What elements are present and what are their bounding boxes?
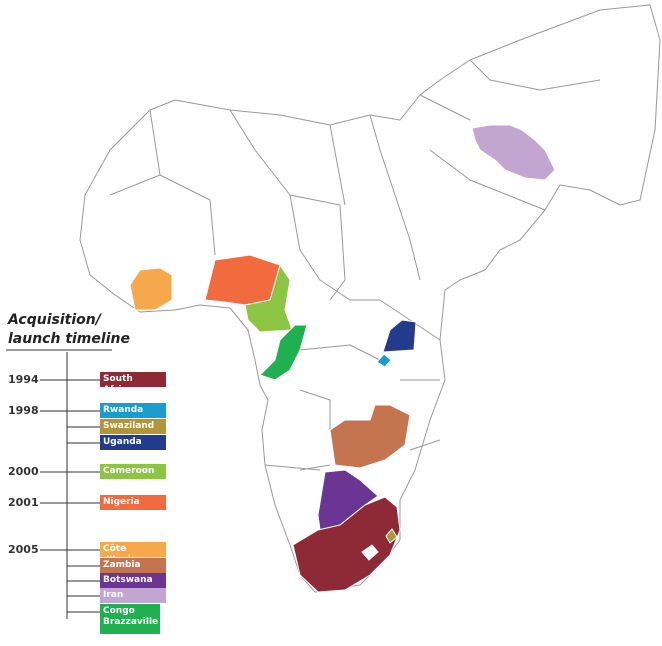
enclave [361, 544, 379, 561]
country-label: Côte d'Ivoire [100, 542, 166, 565]
year-label: 2001 [8, 496, 39, 509]
country-shape [292, 496, 401, 593]
country-label: Swaziland [100, 419, 166, 434]
country-label: Uganda [100, 435, 166, 450]
timeline-title: Acquisition/ [8, 312, 101, 328]
country-label: South Africa [100, 372, 166, 395]
country-shape [259, 324, 308, 381]
country-label: Cameroon [100, 464, 166, 479]
year-label: 2005 [8, 543, 39, 556]
country-label: Botswana [100, 573, 166, 588]
year-label: 2000 [8, 465, 39, 478]
country-shape [244, 263, 293, 333]
country-label: Iran [100, 588, 166, 603]
border [109, 59, 601, 471]
country-shape [129, 267, 173, 311]
timeline-title: launch timeline [8, 331, 130, 347]
country-shape [382, 319, 417, 353]
country-label: Congo Brazzaville [100, 604, 160, 634]
country-shape [471, 124, 556, 181]
country-shape [385, 528, 398, 544]
year-label: 1998 [8, 404, 39, 417]
country-shape [376, 353, 392, 368]
country-label: Rwanda [100, 403, 166, 418]
country-shape [329, 404, 411, 469]
country-label: Zambia [100, 558, 166, 573]
country-label: Nigeria [100, 495, 166, 510]
year-label: 1994 [8, 373, 39, 386]
